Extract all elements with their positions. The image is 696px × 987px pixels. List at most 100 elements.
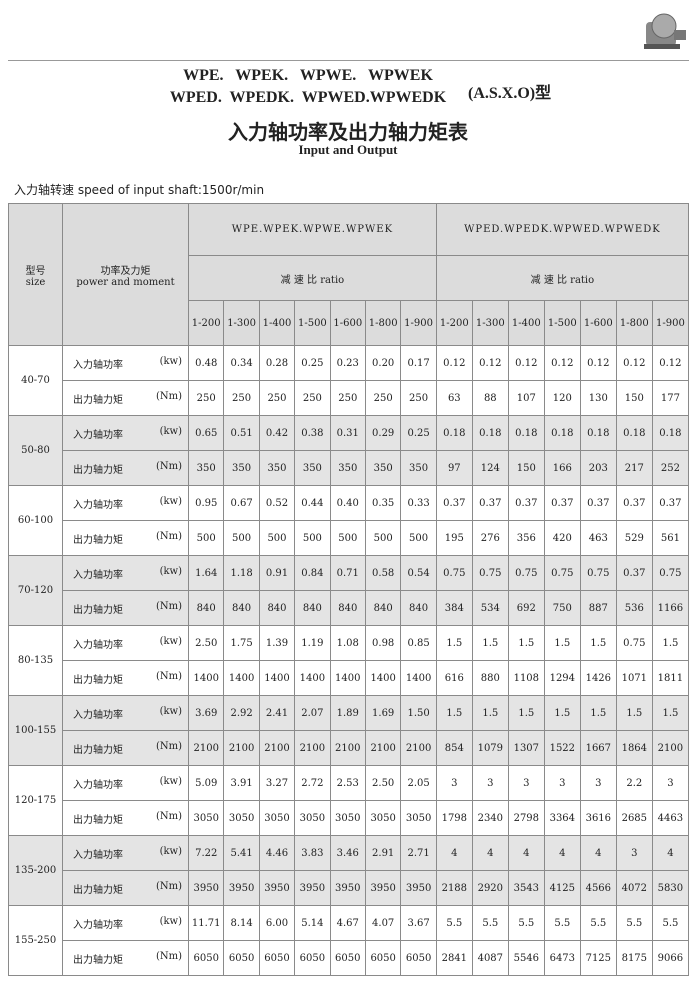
value-cell: 0.12 (435, 345, 473, 381)
value-cell: 0.42 (258, 415, 296, 451)
value-cell: 4 (651, 835, 690, 871)
row-unit: (Nm) (155, 670, 183, 682)
value-cell: 356 (507, 520, 545, 556)
value-cell: 0.91 (258, 555, 296, 591)
value-cell: 350 (258, 450, 296, 486)
value-cell: 0.31 (329, 415, 366, 451)
value-cell: 2.91 (364, 835, 402, 871)
value-cell: 1.5 (579, 695, 617, 731)
value-cell: 1667 (579, 730, 617, 766)
size-cell: 100-155 (8, 695, 63, 766)
size-cell: 135-200 (8, 835, 63, 906)
value-cell: 3543 (507, 870, 545, 906)
value-cell: 0.12 (615, 345, 653, 381)
size-header-en: size (25, 276, 46, 288)
value-cell: 6050 (188, 940, 225, 976)
value-cell: 0.52 (258, 485, 296, 521)
value-cell: 1307 (507, 730, 545, 766)
value-cell: 3 (507, 765, 545, 801)
value-cell: 840 (294, 590, 331, 626)
value-cell: 0.75 (435, 555, 473, 591)
value-cell: 350 (188, 450, 225, 486)
data-row: 135-200 入力轴功率 (kw) 7.22 5.41 4.46 3.83 3.46 2.91… (8, 835, 690, 906)
ratio-cell: 1-600 (579, 300, 617, 346)
value-cell: 1864 (615, 730, 653, 766)
ratio-cell: 1-300 (223, 300, 260, 346)
data-row: 出力轴力矩 (Nm) 3950 3950 3950 3950 3950 3950 3950 218… (9, 870, 690, 906)
value-cell: 1.5 (615, 695, 653, 731)
ratio-cell: 1-400 (507, 300, 545, 346)
row-label: 入力轴功率 (kw) (61, 625, 190, 661)
value-cell: 880 (471, 660, 509, 696)
value-cell: 2.53 (329, 765, 366, 801)
value-cell: 3364 (543, 800, 581, 836)
row-unit: (Nm) (155, 740, 183, 752)
value-cell: 2100 (223, 730, 260, 766)
value-cell: 3950 (188, 870, 225, 906)
data-row: 155-250 入力轴功率 (kw) 11.71 8.14 6.00 5.14 4.67 4.0… (8, 905, 690, 976)
value-cell: 350 (223, 450, 260, 486)
value-cell: 5.41 (223, 835, 260, 871)
row-label: 入力轴功率 (kw) (61, 765, 190, 801)
value-cell: 97 (435, 450, 473, 486)
value-cell: 250 (258, 380, 296, 416)
value-cell: 0.12 (543, 345, 581, 381)
value-cell: 350 (294, 450, 331, 486)
value-cell: 4566 (579, 870, 617, 906)
value-cell: 0.65 (188, 415, 225, 451)
header-row: 减 速 比 ratio 减 速 比 ratio (9, 255, 690, 301)
row-label-text: 入力轴功率 (73, 569, 123, 581)
data-row: 40-70 入力轴功率 (kw) 0.48 0.34 0.28 0.25 0.23 0.20 0.… (8, 345, 690, 416)
value-cell: 1400 (223, 660, 260, 696)
data-row: 出力轴力矩 (Nm) 6050 6050 6050 6050 6050 6050 6050 284… (9, 940, 690, 976)
value-cell: 0.12 (471, 345, 509, 381)
row-unit: (Nm) (155, 530, 183, 542)
value-cell: 1426 (579, 660, 617, 696)
value-cell: 2.92 (223, 695, 260, 731)
value-cell: 0.75 (579, 555, 617, 591)
value-cell: 4.07 (364, 905, 402, 941)
value-cell: 0.18 (435, 415, 473, 451)
value-cell: 2841 (435, 940, 473, 976)
value-cell: 5.5 (543, 905, 581, 941)
value-cell: 1.19 (294, 625, 331, 661)
size-header: 型号 size (8, 203, 63, 346)
row-label-text: 入力轴功率 (73, 499, 123, 511)
value-cell: 5.5 (471, 905, 509, 941)
row-unit: (kw) (159, 425, 183, 437)
row-label-text: 入力轴功率 (73, 429, 123, 441)
data-row: 70-120 入力轴功率 (kw) 1.64 1.18 0.91 0.84 0.71 0.58 0… (8, 555, 690, 626)
value-cell: 350 (329, 450, 366, 486)
value-cell: 0.75 (471, 555, 509, 591)
value-cell: 1400 (329, 660, 366, 696)
value-cell: 63 (435, 380, 473, 416)
value-cell: 5.5 (579, 905, 617, 941)
value-cell: 6.00 (258, 905, 296, 941)
value-cell: 0.35 (364, 485, 402, 521)
value-cell: 6050 (294, 940, 331, 976)
value-cell: 166 (543, 450, 581, 486)
row-label: 出力轴力矩 (Nm) (61, 450, 190, 486)
value-cell: 1.64 (188, 555, 225, 591)
value-cell: 0.67 (223, 485, 260, 521)
value-cell: 1.18 (223, 555, 260, 591)
value-cell: 252 (651, 450, 690, 486)
row-label: 入力轴功率 (kw) (61, 905, 190, 941)
value-cell: 3616 (579, 800, 617, 836)
data-row: 出力轴力矩 (Nm) 250 250 250 250 250 250 250 63 88 107 120… (9, 380, 690, 416)
value-cell: 1294 (543, 660, 581, 696)
data-row: 出力轴力矩 (Nm) 1400 1400 1400 1400 1400 1400 1400 616… (9, 660, 690, 696)
size-cell: 120-175 (8, 765, 63, 836)
data-row: 出力轴力矩 (Nm) 500 500 500 500 500 500 500 195 276 356 4… (9, 520, 690, 556)
value-cell: 4.67 (329, 905, 366, 941)
value-cell: 500 (223, 520, 260, 556)
row-label: 入力轴功率 (kw) (61, 695, 190, 731)
title-line: WPE. WPEK. WPWE. WPWEK (183, 67, 433, 84)
row-label: 出力轴力矩 (Nm) (61, 520, 190, 556)
value-cell: 0.85 (400, 625, 437, 661)
data-table: 型号 size 功率及力矩 power and moment WPE.WPEK.WPWE… (8, 203, 690, 976)
value-cell: 1.5 (651, 695, 690, 731)
data-row: 出力轴力矩 (Nm) 840 840 840 840 840 840 840 384 534 692 7… (9, 590, 690, 626)
size-header-cn: 型号 (25, 265, 46, 277)
